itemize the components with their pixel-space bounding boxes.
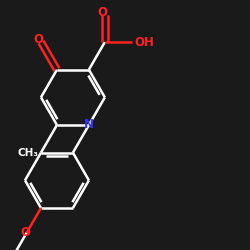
Text: N: N: [84, 118, 94, 132]
Text: CH₃: CH₃: [17, 148, 38, 158]
Text: O: O: [20, 226, 30, 239]
Text: OH: OH: [135, 36, 155, 49]
Text: O: O: [97, 6, 107, 18]
Text: O: O: [33, 33, 43, 46]
